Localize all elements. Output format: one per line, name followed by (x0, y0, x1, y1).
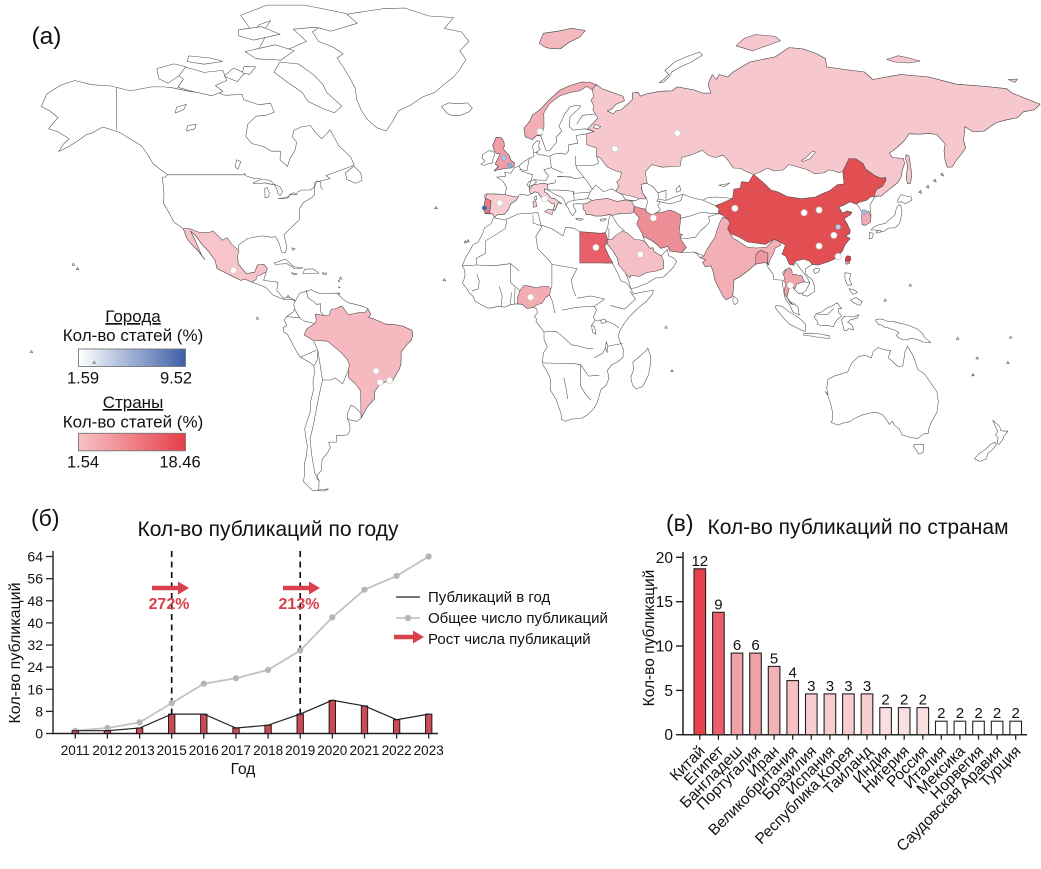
svg-text:2012: 2012 (92, 743, 122, 758)
svg-text:Общее число публикаций: Общее число публикаций (428, 610, 608, 627)
svg-text:1.54: 1.54 (67, 454, 99, 472)
svg-text:15: 15 (656, 594, 673, 611)
svg-text:3: 3 (844, 678, 852, 695)
svg-text:2013: 2013 (125, 743, 155, 758)
svg-text:9.52: 9.52 (160, 370, 192, 388)
svg-text:2: 2 (900, 692, 908, 709)
svg-text:3: 3 (863, 678, 871, 695)
svg-text:32: 32 (27, 637, 43, 653)
svg-text:5: 5 (770, 650, 778, 667)
svg-text:2: 2 (993, 705, 1001, 722)
svg-text:(б): (б) (31, 505, 60, 531)
svg-text:2: 2 (1012, 705, 1020, 722)
svg-text:6: 6 (733, 637, 741, 654)
svg-text:2: 2 (919, 692, 927, 709)
svg-text:Кол-во статей (%): Кол-во статей (%) (63, 326, 203, 345)
svg-text:64: 64 (27, 549, 43, 565)
svg-text:Кол-во статей (%): Кол-во статей (%) (63, 413, 203, 432)
svg-text:2023: 2023 (414, 743, 444, 758)
svg-text:(а): (а) (32, 23, 62, 50)
svg-text:2: 2 (937, 705, 945, 722)
svg-text:12: 12 (691, 553, 708, 570)
svg-text:Кол-во публикаций по году: Кол-во публикаций по году (137, 518, 399, 541)
svg-text:3: 3 (826, 678, 834, 695)
svg-text:2019: 2019 (285, 743, 315, 758)
svg-text:9: 9 (714, 596, 722, 613)
svg-text:2016: 2016 (189, 743, 219, 758)
svg-text:18.46: 18.46 (159, 454, 200, 472)
svg-text:Рост числа публикаций: Рост числа публикаций (428, 631, 591, 648)
svg-text:2017: 2017 (221, 743, 251, 758)
svg-text:Страны: Страны (103, 393, 164, 412)
svg-text:2011: 2011 (61, 743, 90, 758)
svg-text:0: 0 (35, 726, 43, 742)
svg-text:24: 24 (27, 659, 43, 675)
svg-text:6: 6 (751, 637, 759, 654)
svg-text:40: 40 (27, 615, 43, 631)
svg-text:4: 4 (789, 665, 797, 682)
svg-text:20: 20 (656, 550, 674, 567)
svg-text:8: 8 (35, 703, 43, 719)
svg-text:48: 48 (27, 593, 43, 609)
svg-text:2020: 2020 (317, 743, 347, 758)
svg-text:0: 0 (664, 727, 673, 744)
svg-text:Год: Год (231, 761, 256, 778)
svg-text:2: 2 (956, 705, 964, 722)
svg-text:56: 56 (27, 571, 43, 587)
svg-text:Города: Города (105, 307, 161, 326)
svg-text:1.59: 1.59 (67, 370, 99, 388)
svg-text:2021: 2021 (349, 743, 379, 758)
svg-text:3: 3 (807, 678, 815, 695)
svg-text:2018: 2018 (253, 743, 283, 758)
svg-text:(в): (в) (666, 510, 694, 536)
svg-text:2: 2 (881, 692, 889, 709)
svg-text:10: 10 (656, 639, 674, 656)
svg-text:Публикаций в год: Публикаций в год (428, 589, 551, 606)
svg-text:16: 16 (27, 681, 43, 697)
svg-text:Кол-во публикаций: Кол-во публикаций (641, 570, 658, 707)
svg-text:213%: 213% (279, 596, 320, 613)
svg-text:2015: 2015 (157, 743, 187, 758)
svg-text:2022: 2022 (382, 743, 412, 758)
svg-text:Кол-во публикаций по странам: Кол-во публикаций по странам (707, 516, 1008, 539)
svg-text:5: 5 (664, 683, 673, 700)
svg-text:272%: 272% (149, 596, 190, 613)
svg-text:2: 2 (974, 705, 982, 722)
svg-text:Кол-во публикаций: Кол-во публикаций (7, 582, 24, 723)
